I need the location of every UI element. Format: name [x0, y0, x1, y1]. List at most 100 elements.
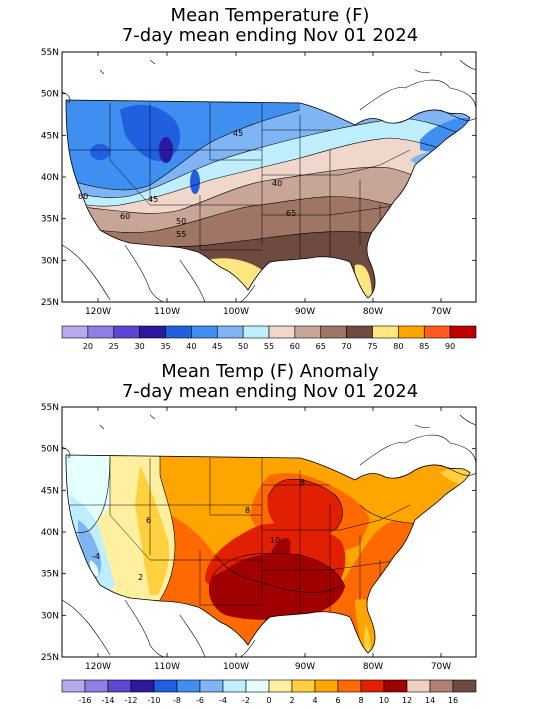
colorbar-swatch: [383, 679, 408, 693]
colorbar-label: -4: [219, 696, 227, 705]
colorbar-swatch: [61, 325, 89, 339]
colorbar-label: 16: [448, 696, 458, 705]
colorbar-swatch: [245, 679, 270, 693]
latitude-tick-label: 25N: [41, 298, 59, 308]
colorbar-swatch: [242, 325, 270, 339]
map1-contour-label: 65: [286, 209, 296, 218]
colorbar-label: 12: [402, 696, 412, 705]
longitude-tick-label: 80W: [363, 307, 383, 317]
colorbar-swatch: [346, 325, 373, 339]
colorbar-swatch: [398, 325, 425, 339]
colorbar-label: 70: [342, 342, 352, 351]
latitude-tick-label: 40N: [41, 173, 59, 183]
colorbar-label: -12: [124, 696, 137, 705]
latitude-tick-label: 55N: [41, 48, 59, 58]
colorbar-swatch: [268, 679, 293, 693]
colorbar-label: 80: [393, 342, 403, 351]
latitude-tick-label: 25N: [41, 653, 59, 663]
colorbar-swatch: [291, 679, 316, 693]
map1-contour-label: 60: [120, 212, 130, 221]
colorbar-swatch: [191, 325, 218, 339]
longitude-tick-label: 90W: [295, 662, 315, 672]
longitude-tick-label: 70W: [431, 662, 451, 672]
colorbar-swatch: [176, 679, 201, 693]
longitude-tick-label: 120W: [85, 662, 111, 672]
colorbar-swatch: [449, 325, 477, 339]
map2-contour-label: 2: [138, 573, 143, 582]
longitude-tick-label: 100W: [223, 307, 249, 317]
colorbar-swatch: [360, 679, 385, 693]
latitude-tick-label: 35N: [41, 570, 59, 580]
colorbar-label: 75: [367, 342, 377, 351]
longitude-tick-label: 110W: [154, 307, 180, 317]
colorbar-swatch: [337, 679, 362, 693]
map1-contour-label: 45: [148, 195, 158, 204]
latitude-tick-label: 50N: [41, 90, 59, 100]
colorbar-swatch: [268, 325, 296, 339]
map2-title-line1: Mean Temp (F) Anomaly: [161, 361, 379, 382]
latitude-tick-label: 30N: [41, 256, 59, 266]
colorbar-swatch: [87, 325, 115, 339]
colorbar-label: 8: [358, 696, 363, 705]
map1-colorbar: 20 25 30 35 40 45 50 55 60 65 70 75 80 85 90: [61, 325, 477, 351]
map2-title-line2: 7-day mean ending Nov 01 2024: [121, 381, 419, 402]
map1-contour-label: 50: [176, 217, 186, 226]
latitude-tick-label: 55N: [41, 403, 59, 413]
colorbar-swatch: [84, 679, 109, 693]
temperature-anomaly-map: -4 2 6 8 8 10 55N 50N 45N 40N 35N 30N 25N 120W 1…: [41, 403, 477, 705]
colorbar-label: 20: [83, 342, 93, 351]
colorbar-swatch: [320, 325, 347, 339]
map2-contour-label: 10: [270, 536, 280, 545]
colorbar-swatch: [113, 325, 140, 339]
colorbar-label: 6: [335, 696, 340, 705]
colorbar-swatch: [216, 325, 244, 339]
colorbar-swatch: [372, 325, 399, 339]
map1-contour-label: 45: [233, 129, 243, 138]
colorbar-label: 40: [186, 342, 196, 351]
colorbar-label: 4: [312, 696, 317, 705]
colorbar-label: 50: [238, 342, 248, 351]
colorbar-swatch: [130, 679, 155, 693]
colorbar-label: 25: [109, 342, 119, 351]
colorbar-label: 2: [289, 696, 294, 705]
colorbar-swatch: [139, 325, 166, 339]
colorbar-swatch: [406, 679, 431, 693]
colorbar-label: -16: [78, 696, 91, 705]
map1-contour-label: 55: [176, 230, 186, 239]
longitude-tick-label: 70W: [431, 307, 451, 317]
latitude-tick-label: 40N: [41, 528, 59, 538]
colorbar-label: 10: [379, 696, 389, 705]
map1-contour-label: 40: [272, 179, 282, 188]
colorbar-label: -14: [101, 696, 114, 705]
colorbar-swatch: [429, 679, 454, 693]
colorbar-swatch: [294, 325, 322, 339]
colorbar-label: -8: [173, 696, 181, 705]
latitude-tick-label: 35N: [41, 215, 59, 225]
colorbar-label: 85: [419, 342, 429, 351]
colorbar-swatch: [107, 679, 132, 693]
colorbar-label: 55: [264, 342, 274, 351]
map2-contour-label: -4: [92, 552, 100, 561]
colorbar-label: 90: [445, 342, 455, 351]
longitude-tick-label: 100W: [223, 662, 249, 672]
colorbar-label: -6: [196, 696, 204, 705]
colorbar-label: 45: [212, 342, 222, 351]
map1-contour-label: 60: [78, 192, 88, 201]
longitude-tick-label: 110W: [154, 662, 180, 672]
longitude-tick-label: 90W: [295, 307, 315, 317]
latitude-tick-label: 45N: [41, 486, 59, 496]
map2-colorbar: -16 -14 -12 -10 -8 -6 -4 -2 0 2 4 6 8 10 12 14 16: [61, 679, 477, 705]
longitude-tick-label: 80W: [363, 662, 383, 672]
colorbar-swatch: [314, 679, 339, 693]
colorbar-label: 0: [266, 696, 271, 705]
colorbar-label: 35: [160, 342, 170, 351]
colorbar-label: 30: [135, 342, 145, 351]
colorbar-label: -10: [147, 696, 160, 705]
colorbar-label: 65: [316, 342, 326, 351]
latitude-tick-label: 30N: [41, 611, 59, 621]
colorbar-label: -2: [242, 696, 250, 705]
map2-contour-label: 8: [245, 506, 250, 515]
map1-neighbor-coasts: [61, 59, 477, 303]
longitude-tick-label: 120W: [85, 307, 111, 317]
